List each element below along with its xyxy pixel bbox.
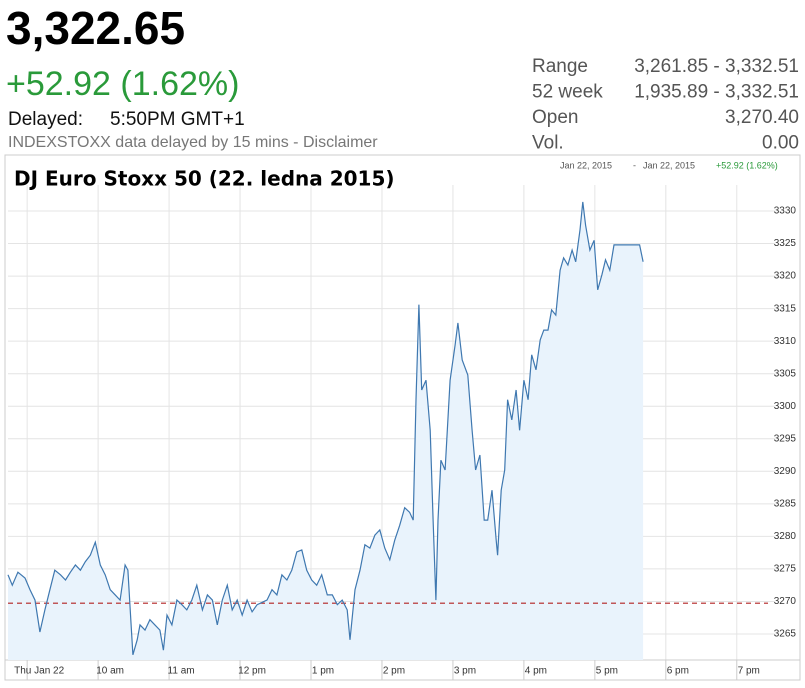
range-end: Jan 22, 2015 xyxy=(643,160,695,170)
delayed-label: Delayed: xyxy=(8,109,83,130)
y-tick-label: 3285 xyxy=(774,498,797,509)
x-tick-label: 2 pm xyxy=(383,666,405,677)
price-area xyxy=(8,201,644,660)
x-tick-label: 5 pm xyxy=(596,666,618,677)
y-tick-label: 3325 xyxy=(774,238,797,249)
stat-label: 52 week xyxy=(532,82,603,103)
chart-title: DJ Euro Stoxx 50 (22. ledna 2015) xyxy=(14,167,395,191)
stat-value: 0.00 xyxy=(762,133,799,154)
y-tick-label: 3315 xyxy=(774,303,797,314)
x-tick-label: Thu Jan 22 xyxy=(14,666,64,677)
y-tick-label: 3280 xyxy=(774,531,797,542)
x-tick-label: 7 pm xyxy=(738,666,760,677)
stat-label: Vol. xyxy=(532,133,564,154)
y-tick-label: 3265 xyxy=(774,629,797,640)
plot: 3265 3270 3275 3280 3285 3290 3295 3300 3305 3310… xyxy=(5,185,800,680)
stat-label: Open xyxy=(532,107,578,128)
delay-note: INDEXSTOXX data delayed by 15 mins - Dis… xyxy=(8,134,378,151)
x-tick-label: 4 pm xyxy=(525,666,547,677)
y-tick-label: 3310 xyxy=(774,336,797,347)
x-tick-label: 1 pm xyxy=(312,666,334,677)
x-tick-label: 12 pm xyxy=(238,666,266,677)
stat-label: Range xyxy=(532,56,588,77)
x-tick-label: 6 pm xyxy=(667,666,689,677)
y-tick-label: 3275 xyxy=(774,564,797,575)
y-tick-label: 3330 xyxy=(774,206,797,217)
stats: Range 3,261.85 - 3,332.51 52 week 1,935.89 … xyxy=(532,56,799,154)
stat-value: 1,935.89 - 3,332.51 xyxy=(634,82,799,103)
x-tick-label: 10 am xyxy=(96,666,124,677)
y-tick-label: 3295 xyxy=(774,433,797,444)
price: 3,322.65 xyxy=(6,2,185,54)
y-tick-label: 3300 xyxy=(774,401,797,412)
stat-value: 3,270.40 xyxy=(725,107,799,128)
x-tick-label: 11 am xyxy=(168,666,195,677)
time: 5:50PM GMT+1 xyxy=(110,109,245,130)
y-tick-label: 3290 xyxy=(774,466,797,477)
y-tick-label: 3320 xyxy=(774,271,797,282)
range-start: Jan 22, 2015 xyxy=(560,160,612,170)
price-line xyxy=(7,201,644,655)
x-tick-label: 3 pm xyxy=(454,666,476,677)
stat-value: 3,261.85 - 3,332.51 xyxy=(634,56,799,77)
range-separator: - xyxy=(633,160,636,170)
y-tick-label: 3270 xyxy=(774,596,797,607)
y-tick-label: 3305 xyxy=(774,368,797,379)
range-change: +52.92 (1.62%) xyxy=(716,160,778,170)
change: +52.92 (1.62%) xyxy=(6,65,239,103)
